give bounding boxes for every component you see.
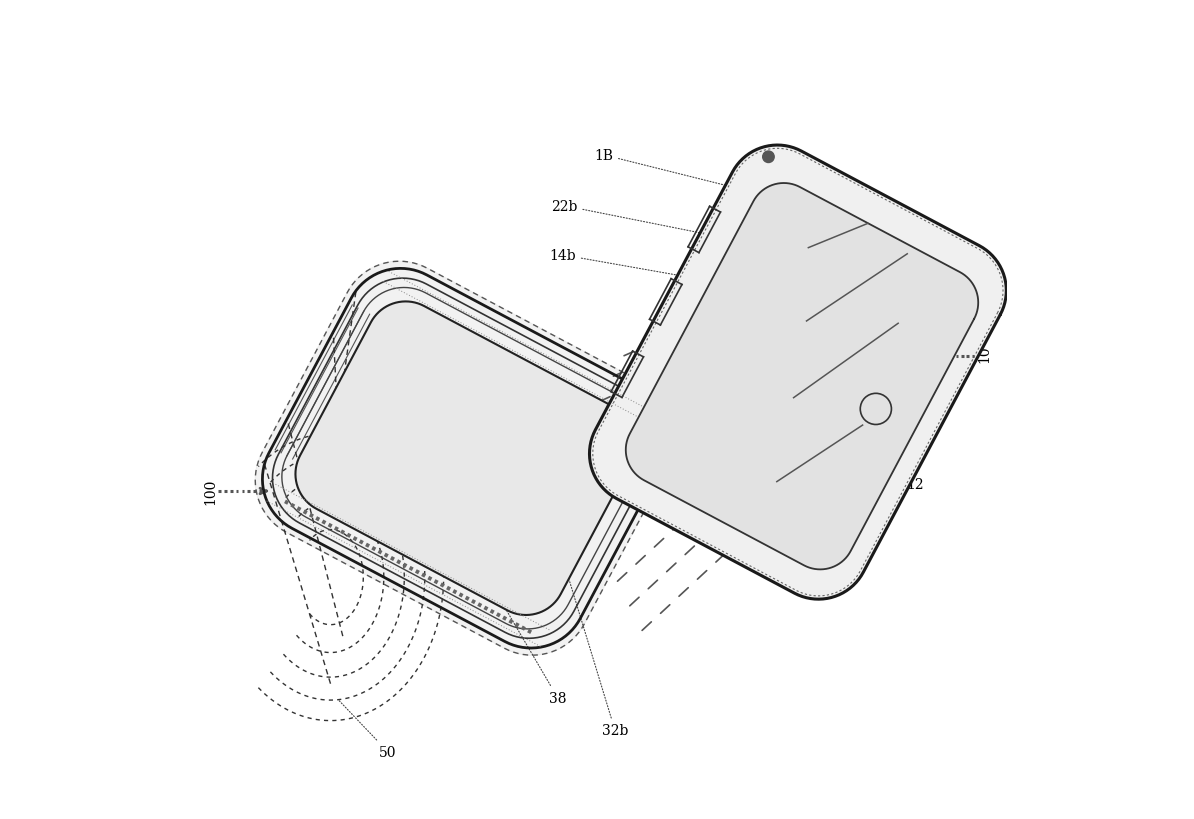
Text: 32b: 32b: [570, 580, 628, 738]
Text: 30: 30: [365, 378, 383, 392]
Text: 50: 50: [338, 699, 396, 759]
Polygon shape: [256, 262, 676, 655]
Text: 14b: 14b: [549, 248, 700, 279]
Text: 1B: 1B: [595, 148, 732, 188]
Text: 22b: 22b: [550, 199, 709, 235]
Circle shape: [763, 152, 774, 163]
Polygon shape: [590, 146, 1007, 600]
Text: 12: 12: [890, 458, 924, 492]
Polygon shape: [626, 183, 978, 570]
Text: 38: 38: [492, 586, 566, 705]
Polygon shape: [295, 302, 636, 615]
Text: 10: 10: [977, 345, 991, 363]
Text: 32a: 32a: [330, 445, 390, 459]
Text: 100: 100: [203, 478, 217, 505]
